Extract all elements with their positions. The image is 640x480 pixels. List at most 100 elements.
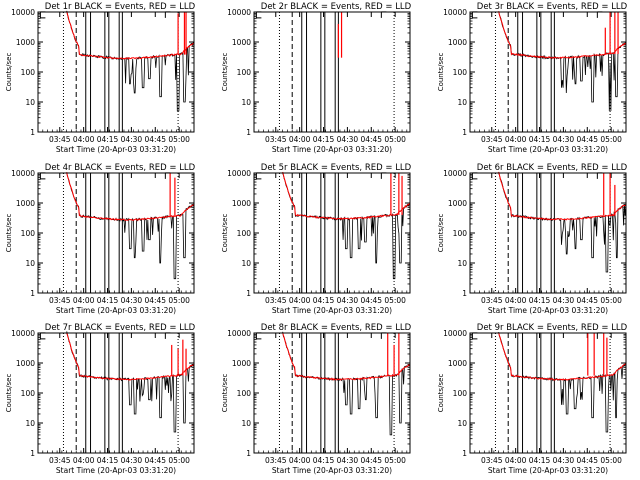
x-tick-label: 05:00 [384,456,406,465]
x-tick-label: 04:15 [313,296,335,305]
y-tick-label: 100 [237,389,252,398]
y-tick-label: 1000 [448,199,467,208]
x-tick-label: 04:30 [121,135,143,144]
y-tick-label: 100 [453,68,468,77]
y-tick-label: 1 [30,289,35,298]
y-tick-label: 1000 [16,359,35,368]
x-tick-label: 04:15 [313,135,335,144]
plot-frame [469,332,627,454]
panel-title: Det 7r BLACK = Events, RED = LLD [45,323,196,333]
y-tick-label: 1000 [232,38,251,47]
x-tick-label: 05:00 [384,296,406,305]
x-tick-label: 04:45 [144,456,166,465]
x-tick-label: 04:45 [360,296,382,305]
y-axis-label: Counts/sec [5,214,13,253]
y-tick-label: 1 [246,128,251,137]
x-tick-label: 04:30 [337,296,359,305]
flag-marker [596,11,603,18]
y-tick-label: 10000 [11,8,35,17]
panel-det-3: Det 3r BLACK = Events, RED = LLD Counts/s… [437,2,628,154]
x-axis-label: Start Time (20-Apr-03 03:31:20) [272,466,392,475]
y-tick-label: 1 [30,128,35,137]
panel-det-4: Det 4r BLACK = Events, RED = LLD Counts/s… [5,163,196,315]
panel-det-8: Det 8r BLACK = Events, RED = LLD Counts/s… [221,323,412,475]
y-axis-label: Counts/sec [5,53,13,92]
flag-marker [596,172,603,179]
x-axis-label: Start Time (20-Apr-03 03:31:20) [272,306,392,315]
lld-series-line [66,11,194,60]
plot-frame [469,11,627,133]
y-tick-label: 10000 [443,8,467,17]
x-tick-label: 04:00 [73,135,95,144]
y-tick-label: 1000 [16,38,35,47]
x-tick-label: 03:45 [481,296,503,305]
panel-title: Det 9r BLACK = Events, RED = LLD [477,323,628,333]
flag-marker [164,332,171,339]
flag-marker [39,11,46,19]
panel-det-6: Det 6r BLACK = Events, RED = LLD Counts/s… [437,163,628,315]
lld-series-line [282,332,411,381]
x-tick-label: 04:45 [360,135,382,144]
x-tick-label: 03:45 [481,456,503,465]
flag-marker [39,332,46,340]
flag-marker [471,172,478,180]
x-tick-label: 04:00 [505,296,527,305]
y-tick-label: 10 [457,259,467,268]
flag-marker [255,332,262,340]
x-tick-label: 04:45 [576,456,598,465]
panel-det-5: Det 5r BLACK = Events, RED = LLD Counts/s… [221,163,412,315]
flag-marker [380,11,387,18]
y-tick-label: 10000 [11,169,35,178]
y-tick-label: 10 [457,98,467,107]
x-tick-label: 04:15 [97,456,119,465]
panel-title: Det 8r BLACK = Events, RED = LLD [261,323,412,333]
flag-marker [471,11,478,19]
panel-title: Det 2r BLACK = Events, RED = LLD [261,2,412,12]
y-tick-label: 1 [462,128,467,137]
x-tick-label: 03:45 [265,296,287,305]
x-tick-label: 04:15 [529,296,551,305]
plot-frame [37,172,195,294]
x-tick-label: 04:00 [289,456,311,465]
x-axis-label: Start Time (20-Apr-03 03:31:20) [488,466,608,475]
y-tick-label: 1 [30,449,35,458]
y-tick-label: 10 [457,419,467,428]
y-tick-label: 10000 [11,329,35,338]
y-tick-label: 10000 [443,329,467,338]
panel-title: Det 4r BLACK = Events, RED = LLD [45,163,196,173]
panel-title: Det 1r BLACK = Events, RED = LLD [45,2,196,12]
lld-series-line [282,171,411,221]
x-tick-label: 04:15 [97,135,119,144]
flag-marker [39,172,46,180]
panel-det-2: Det 2r BLACK = Events, RED = LLD Counts/s… [221,2,412,154]
lld-series-line [66,172,195,221]
lld-series-line [498,171,627,221]
lld-series-line [498,11,627,59]
x-tick-label: 04:15 [97,296,119,305]
panel-det-1: Det 1r BLACK = Events, RED = LLD Counts/s… [5,2,196,154]
x-tick-label: 03:45 [265,135,287,144]
lld-series-line [498,332,627,381]
x-tick-label: 05:00 [384,135,406,144]
x-tick-label: 05:00 [168,135,190,144]
x-tick-label: 04:00 [289,296,311,305]
x-tick-label: 03:45 [265,456,287,465]
y-tick-label: 10000 [443,169,467,178]
y-tick-label: 100 [453,389,468,398]
x-axis-label: Start Time (20-Apr-03 03:31:20) [272,145,392,154]
x-tick-label: 04:45 [144,135,166,144]
x-tick-label: 04:45 [576,296,598,305]
events-series-line [498,11,627,112]
y-tick-label: 10 [241,419,251,428]
x-tick-label: 05:00 [600,296,622,305]
y-axis-label: Counts/sec [221,374,229,413]
y-tick-label: 10 [25,259,35,268]
x-tick-label: 04:30 [121,456,143,465]
y-tick-label: 1 [246,289,251,298]
x-tick-label: 03:45 [481,135,503,144]
x-axis-label: Start Time (20-Apr-03 03:31:20) [56,145,176,154]
x-tick-label: 04:30 [553,456,575,465]
y-tick-label: 10 [241,259,251,268]
y-tick-label: 100 [453,229,468,238]
